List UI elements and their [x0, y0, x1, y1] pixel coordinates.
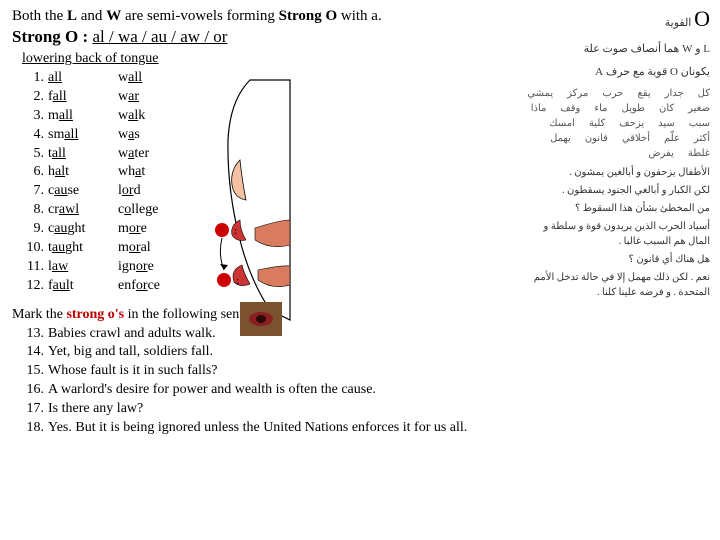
arabic-word: علّم — [664, 131, 680, 146]
arabic-line2: L و W هما أنصاف صوت علة — [520, 41, 710, 58]
ar-s3: من المخطئ بشأن هذا السقوط ؟ — [520, 201, 710, 216]
arabic-word: كان — [659, 101, 674, 116]
sentence-row: 15.Whose fault is it in such falls? — [20, 362, 708, 381]
arabic-word: امسك — [549, 116, 574, 131]
arabic-word: يهمل — [550, 131, 571, 146]
arabic-word: حرب — [602, 86, 623, 101]
arabic-words: كل جدار يقع حرب مركز يمشي صغير كان طويل ماء وقف ماذ… — [520, 86, 710, 161]
arabic-word: سبب — [689, 116, 710, 131]
svg-text::: : — [234, 225, 237, 237]
arabic-word: ماذا — [531, 101, 547, 116]
sentence-row: 14.Yet, big and tall, soldiers fall. — [20, 343, 708, 362]
arabic-word: أكثر — [694, 131, 710, 146]
arabic-word: كل — [698, 86, 710, 101]
arabic-panel: O القوية L و W هما أنصاف صوت علة يكونان … — [520, 2, 710, 303]
arabic-word: يمشي — [527, 86, 553, 101]
ar-s2: لكن الكبار و أبالغي الجنود يسقطون . — [520, 183, 710, 198]
arabic-word: يفرض — [648, 146, 673, 161]
arabic-line3: يكونان O قوية مع حرف A — [520, 64, 710, 81]
sentence-list: 13.Babies crawl and adults walk.14.Yet, … — [20, 325, 708, 438]
ar-s5: هل هناك أي قانون ؟ — [520, 252, 710, 267]
arabic-word: سيد — [658, 116, 675, 131]
sentence-row: 16.A warlord's desire for power and weal… — [20, 381, 708, 400]
arabic-word: جدار — [665, 86, 684, 101]
arabic-word: صغير — [688, 101, 710, 116]
arabic-word: وقف — [560, 101, 580, 116]
arabic-word: ماء — [594, 101, 607, 116]
arabic-word: يقع — [637, 86, 650, 101]
sentence-row: 17.Is there any law? — [20, 400, 708, 419]
arabic-word: مركز — [567, 86, 588, 101]
arabic-word: قانون — [585, 131, 608, 146]
arabic-word: أخلاقي — [622, 131, 650, 146]
ar-s1: الأطفال يزحفون و أبالغين يمشون . — [520, 165, 710, 180]
ar-s6: نعم . لكن ذلك مهمل إلا في حالة تدخل الأم… — [520, 270, 710, 300]
svg-text::: : — [236, 275, 239, 287]
mouth-diagram: : : — [210, 70, 400, 340]
arabic-word: كلية — [589, 116, 605, 131]
arabic-word: غلطة — [688, 146, 710, 161]
big-o-glyph: O — [694, 6, 710, 31]
arabic-word: طويل — [622, 101, 645, 116]
ar-s4: أسياد الحرب الذين يريدون قوة و سلطة و ال… — [520, 219, 710, 249]
sentence-row: 18.Yes. But it is being ignored unless t… — [20, 419, 708, 438]
arabic-word: يزحف — [619, 116, 644, 131]
